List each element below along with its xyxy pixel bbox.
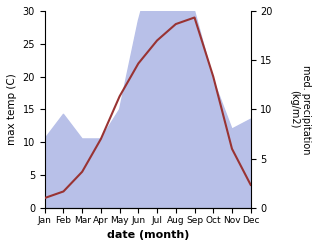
Y-axis label: med. precipitation
(kg/m2): med. precipitation (kg/m2) [289, 65, 311, 154]
Y-axis label: max temp (C): max temp (C) [7, 74, 17, 145]
X-axis label: date (month): date (month) [107, 230, 189, 240]
